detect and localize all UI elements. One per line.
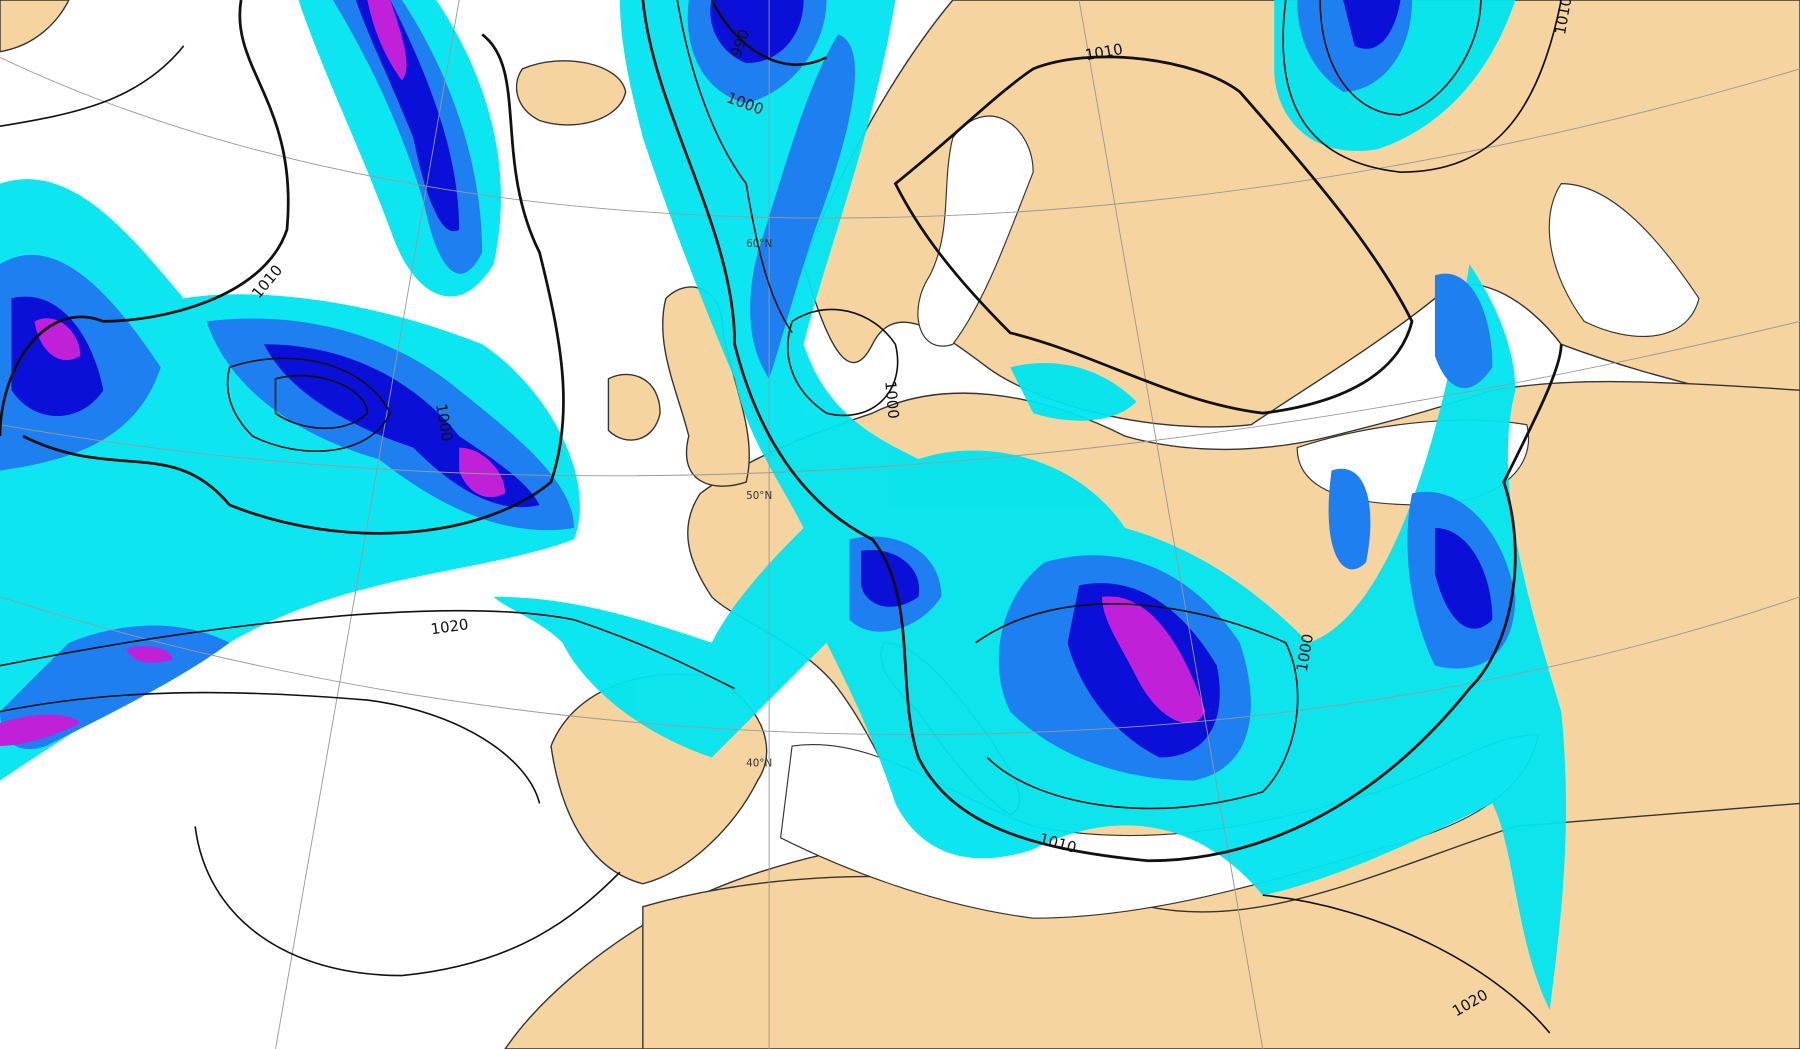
isobar-label: 1000 (881, 380, 902, 419)
land-iceland (515, 60, 627, 126)
isobar-label: 1020 (430, 615, 470, 638)
precipitation-extreme (0, 0, 1206, 747)
latitude-label: 60°N (746, 238, 772, 250)
latitude-labels: 50°N 40°N 60°N (746, 238, 772, 770)
latitude-label: 50°N (746, 490, 772, 502)
land-ireland (607, 373, 661, 441)
baltic-sea (917, 115, 1034, 347)
latitude-label: 40°N (746, 758, 772, 770)
caspian-sea (1548, 183, 1700, 337)
land-greenland (0, 0, 70, 53)
isobars (0, 0, 1563, 1034)
land-scandinavia-russia (802, 0, 1800, 428)
